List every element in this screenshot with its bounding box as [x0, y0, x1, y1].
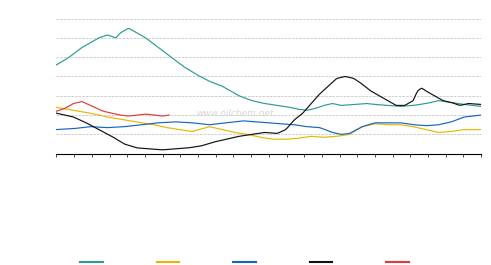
Legend: 2017年, 2018年, 2019年, 2020年, 2021年: 2017年, 2018年, 2019年, 2020年, 2021年 [77, 255, 461, 265]
Text: www.oilchem.net: www.oilchem.net [196, 109, 273, 118]
